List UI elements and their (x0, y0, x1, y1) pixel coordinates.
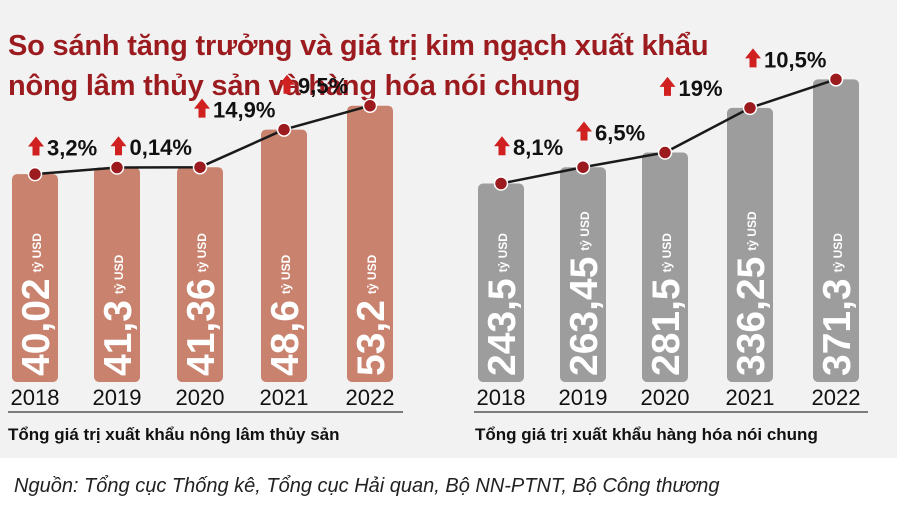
left-chart-caption: Tổng giá trị xuất khẩu nông lâm thủy sản (8, 425, 340, 444)
left-bar-2019 (94, 167, 140, 382)
right-growth-label-4: 10,5% (764, 47, 826, 72)
left-unit-label-2020: tỷ USD (195, 233, 209, 273)
right-growth-label-3: 19% (679, 76, 723, 101)
left-growth-label-3: 14,9% (213, 98, 275, 123)
left-growth-label-4: 9,5% (298, 74, 348, 99)
right-bar-2022 (813, 79, 859, 382)
left-unit-label-2022: tỷ USD (365, 254, 379, 294)
left-value-label-2019: 41,3 (97, 300, 140, 376)
right-up-arrow-icon-2 (576, 121, 592, 141)
right-unit-label-2022: tỷ USD (831, 233, 845, 273)
left-year-label-2019: 2019 (93, 385, 142, 410)
left-value-label-2018: 40,02 (15, 278, 58, 376)
right-value-label-2020: 281,5 (645, 278, 688, 376)
right-bar-2019 (560, 167, 606, 382)
right-bar-2021 (727, 107, 773, 383)
right-value-label-2019: 263,45 (563, 257, 606, 376)
left-unit-label-2018: tỷ USD (30, 233, 44, 273)
right-unit-label-2021: tỷ USD (745, 211, 759, 251)
right-up-arrow-icon-4 (745, 48, 761, 68)
left-value-label-2021: 48,6 (264, 300, 307, 376)
right-up-arrow-icon-1 (494, 136, 510, 156)
left-year-label-2021: 2021 (260, 385, 309, 410)
left-up-arrow-icon-1 (28, 136, 44, 156)
right-year-label-2021: 2021 (726, 385, 775, 410)
right-growth-label-1: 8,1% (513, 135, 563, 160)
right-value-label-2021: 336,25 (730, 257, 773, 376)
left-value-label-2022: 53,2 (350, 300, 393, 376)
right-unit-label-2020: tỷ USD (660, 233, 674, 273)
left-unit-label-2019: tỷ USD (112, 254, 126, 294)
charts-svg: 40,02 tỷ USD 2018 41,3 tỷ USD 2019 41,36 tỷ USD… (8, 47, 868, 413)
title-line-1: So sánh tăng trưởng và giá trị kim ngạch… (8, 30, 709, 62)
right-marker-2019 (575, 159, 591, 175)
left-marker-2021 (276, 122, 292, 137)
left-bar-2020 (177, 167, 223, 382)
left-unit-label-2021: tỷ USD (279, 254, 293, 294)
title-line-2: nông lâm thủy sản và hàng hóa nói chung (8, 70, 581, 102)
left-growth-label-1: 3,2% (47, 136, 97, 161)
right-year-label-2022: 2022 (812, 385, 861, 410)
left-up-arrow-icon-2 (110, 136, 127, 156)
right-marker-2021 (742, 100, 758, 116)
right-growth-label-2: 6,5% (595, 121, 645, 146)
right-marker-2020 (657, 145, 673, 160)
left-bar-2021 (261, 129, 307, 382)
left-year-label-2020: 2020 (176, 385, 225, 410)
right-marker-2018 (493, 176, 509, 191)
left-marker-2018 (27, 166, 43, 182)
left-bar-2022 (347, 105, 393, 383)
right-year-label-2019: 2019 (559, 385, 608, 410)
left-bar-2018 (12, 174, 58, 382)
right-unit-label-2019: tỷ USD (578, 211, 592, 251)
left-up-arrow-icon-4 (279, 74, 295, 94)
left-marker-2022 (362, 98, 378, 113)
right-year-label-2020: 2020 (641, 385, 690, 410)
right-chart-caption: Tổng giá trị xuất khẩu hàng hóa nói chun… (475, 425, 818, 444)
left-value-label-2020: 41,36 (180, 278, 223, 376)
right-bar-2020 (642, 152, 688, 382)
right-year-label-2018: 2018 (477, 385, 526, 410)
left-year-label-2018: 2018 (11, 385, 60, 410)
right-marker-2022 (828, 72, 844, 87)
right-bar-2018 (478, 183, 524, 382)
left-marker-2020 (192, 159, 208, 175)
right-unit-label-2018: tỷ USD (496, 233, 510, 273)
right-value-label-2022: 371,3 (816, 278, 859, 376)
left-marker-2019 (109, 160, 125, 175)
left-up-arrow-icon-3 (194, 98, 210, 118)
left-year-label-2022: 2022 (346, 385, 395, 410)
right-up-arrow-icon-3 (659, 76, 676, 96)
source-note: Nguồn: Tổng cục Thống kê, Tổng cục Hải q… (14, 475, 720, 497)
right-value-label-2018: 243,5 (481, 278, 524, 376)
left-growth-label-2: 0,14% (130, 135, 192, 160)
